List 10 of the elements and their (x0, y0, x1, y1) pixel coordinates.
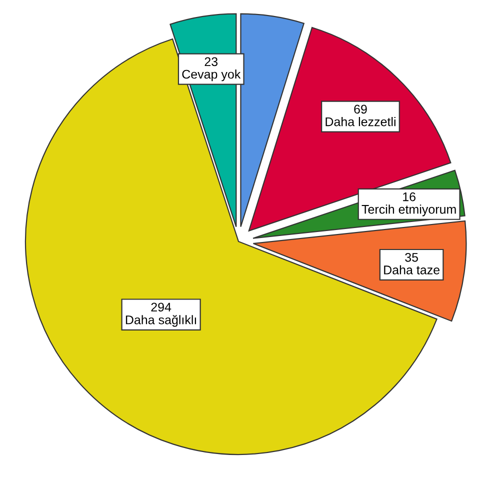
data-label: 16 (403, 192, 416, 202)
data-label: 23 (204, 57, 218, 66)
data-label: 294 (151, 302, 172, 312)
slice-label: Daha lezzetli (326, 117, 396, 126)
slice-label: Daha sağlıklı (126, 314, 196, 327)
slice-label: Daha taze (384, 265, 440, 274)
slice-label: Tercih etmiyorum (362, 204, 456, 216)
slice-label: Cevap yok (182, 69, 241, 82)
data-label: 35 (405, 252, 418, 262)
data-label: 69 (354, 104, 367, 114)
